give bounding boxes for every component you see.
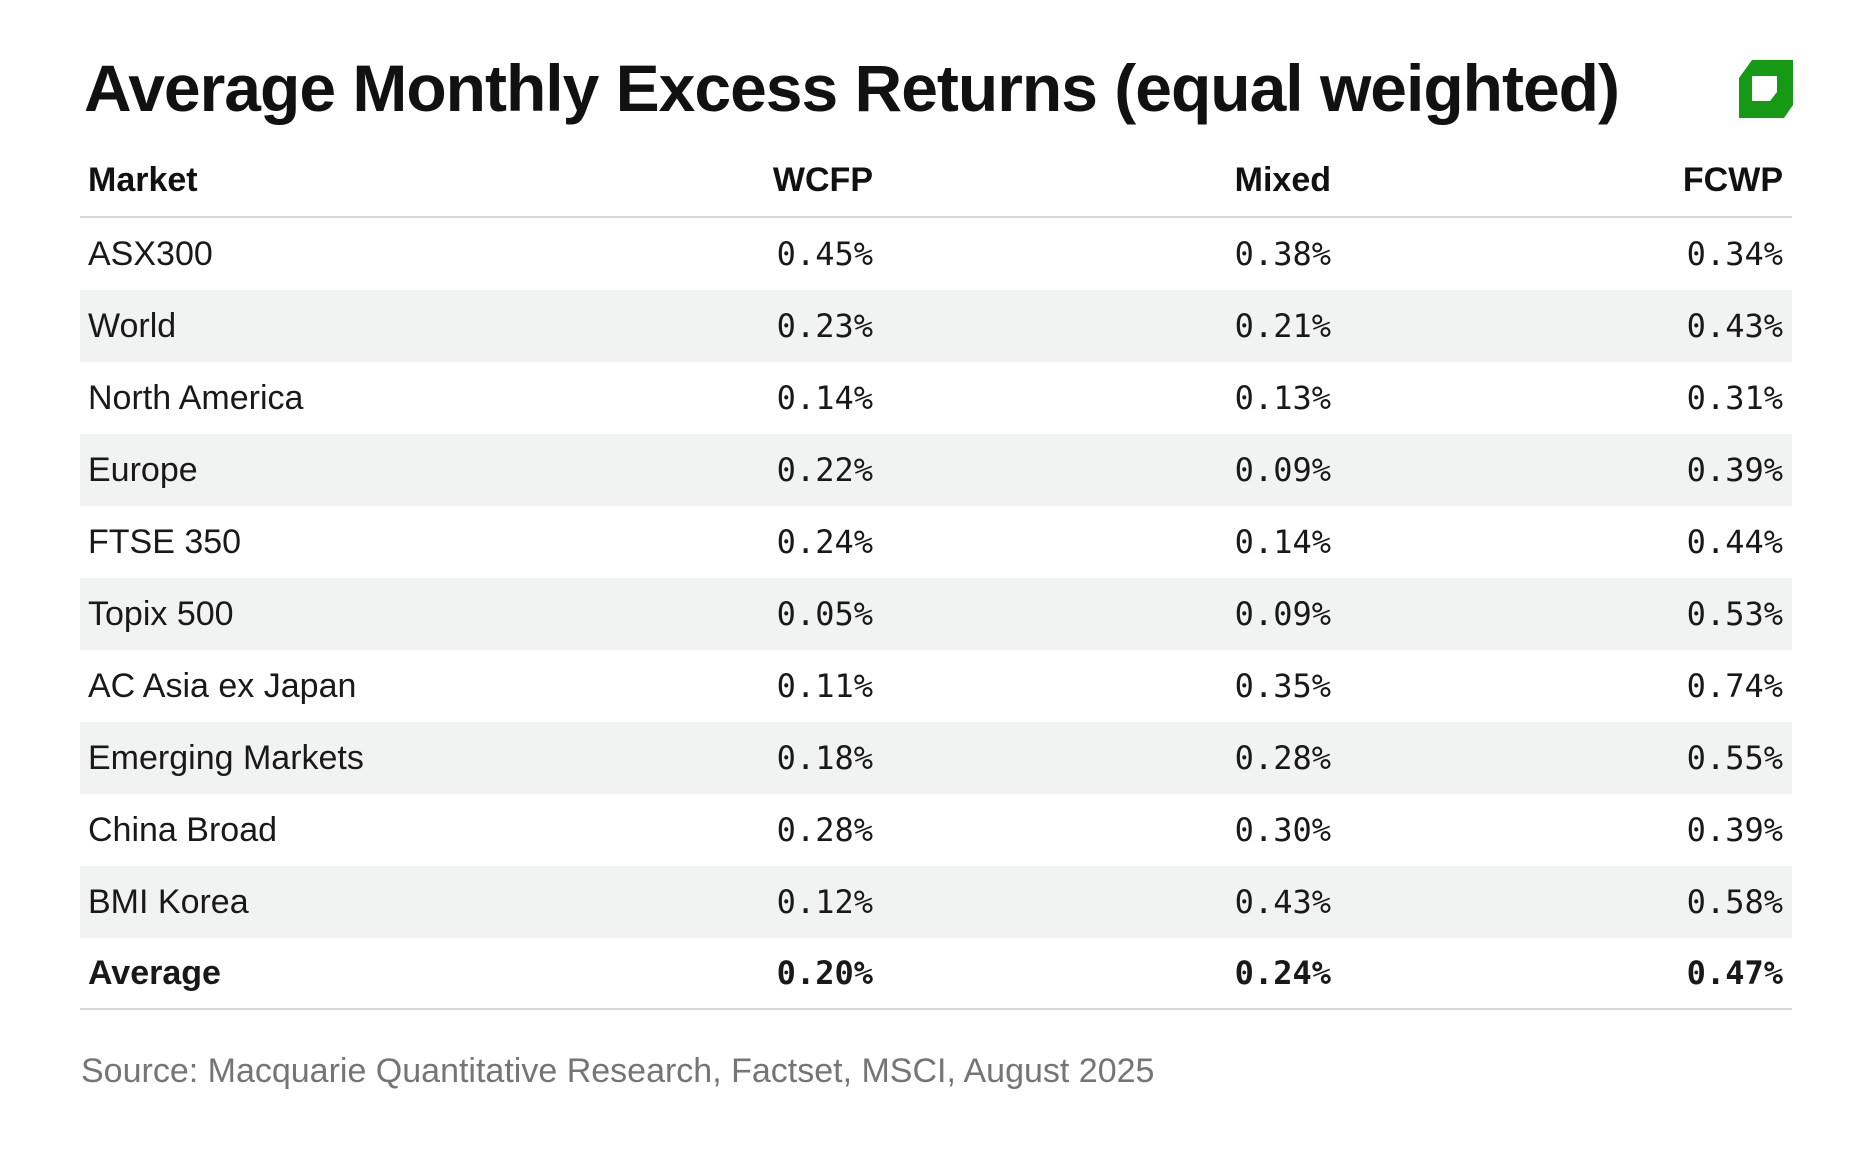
fcwp-cell: 0.47% (1686, 954, 1783, 992)
table-row: World 0.23% 0.21% 0.43% (80, 290, 1792, 362)
fcwp-cell: 0.39% (1686, 811, 1783, 849)
column-header-market: Market (88, 161, 198, 199)
market-cell: ASX300 (88, 234, 213, 273)
market-cell: BMI Korea (88, 882, 249, 921)
mixed-cell: 0.09% (1234, 595, 1331, 633)
wcfp-cell: 0.22% (776, 451, 873, 489)
column-header-wcfp: WCFP (772, 161, 873, 199)
column-header-fcwp: FCWP (1682, 161, 1783, 199)
table-body: ASX300 0.45% 0.38% 0.34% World 0.23% 0.2… (80, 218, 1792, 1010)
table-row: North America 0.14% 0.13% 0.31% (80, 362, 1792, 434)
table-header-row: Market WCFP Mixed FCWP (80, 140, 1792, 218)
wcfp-cell: 0.23% (776, 307, 873, 345)
fcwp-cell: 0.39% (1686, 451, 1783, 489)
table-row: FTSE 350 0.24% 0.14% 0.44% (80, 506, 1792, 578)
market-cell: China Broad (88, 810, 278, 849)
mixed-cell: 0.38% (1234, 235, 1331, 273)
wcfp-cell: 0.45% (776, 235, 873, 273)
mixed-cell: 0.30% (1234, 811, 1331, 849)
wcfp-cell: 0.14% (776, 379, 873, 417)
source-attribution: Source: Macquarie Quantitative Research,… (81, 1052, 1155, 1090)
mixed-cell: 0.28% (1234, 739, 1331, 777)
fcwp-cell: 0.31% (1686, 379, 1783, 417)
fcwp-cell: 0.55% (1686, 739, 1783, 777)
market-cell: FTSE 350 (88, 522, 242, 561)
wcfp-cell: 0.20% (776, 954, 873, 992)
wcfp-cell: 0.24% (776, 523, 873, 561)
market-cell: Emerging Markets (88, 738, 364, 777)
mixed-cell: 0.35% (1234, 667, 1331, 705)
market-cell: North America (88, 378, 304, 417)
table-row: BMI Korea 0.12% 0.43% 0.58% (80, 866, 1792, 938)
mixed-cell: 0.21% (1234, 307, 1331, 345)
table-row-average: Average 0.20% 0.24% 0.47% (80, 938, 1792, 1010)
green-cube-logo (1739, 60, 1793, 118)
page-title: Average Monthly Excess Returns (equal we… (84, 51, 1620, 125)
table-row: AC Asia ex Japan 0.11% 0.35% 0.74% (80, 650, 1792, 722)
fcwp-cell: 0.74% (1686, 667, 1783, 705)
returns-table: Market WCFP Mixed FCWP ASX300 0.45% 0.38… (80, 140, 1792, 1010)
mixed-cell: 0.13% (1234, 379, 1331, 417)
mixed-cell: 0.14% (1234, 523, 1331, 561)
fcwp-cell: 0.44% (1686, 523, 1783, 561)
mixed-cell: 0.24% (1234, 954, 1331, 992)
market-cell: Average (88, 953, 221, 992)
market-cell: World (88, 306, 177, 345)
market-cell: Europe (88, 450, 198, 489)
fcwp-cell: 0.58% (1686, 883, 1783, 921)
wcfp-cell: 0.05% (776, 595, 873, 633)
table-row: Emerging Markets 0.18% 0.28% 0.55% (80, 722, 1792, 794)
wcfp-cell: 0.11% (776, 667, 873, 705)
fcwp-cell: 0.34% (1686, 235, 1783, 273)
market-cell: AC Asia ex Japan (88, 666, 357, 705)
table-row: Europe 0.22% 0.09% 0.39% (80, 434, 1792, 506)
table-row: ASX300 0.45% 0.38% 0.34% (80, 218, 1792, 290)
table-row: Topix 500 0.05% 0.09% 0.53% (80, 578, 1792, 650)
wcfp-cell: 0.18% (776, 739, 873, 777)
wcfp-cell: 0.28% (776, 811, 873, 849)
mixed-cell: 0.43% (1234, 883, 1331, 921)
wcfp-cell: 0.12% (776, 883, 873, 921)
column-header-mixed: Mixed (1234, 161, 1331, 199)
fcwp-cell: 0.53% (1686, 595, 1783, 633)
table-row: China Broad 0.28% 0.30% 0.39% (80, 794, 1792, 866)
mixed-cell: 0.09% (1234, 451, 1331, 489)
market-cell: Topix 500 (88, 594, 234, 633)
fcwp-cell: 0.43% (1686, 307, 1783, 345)
